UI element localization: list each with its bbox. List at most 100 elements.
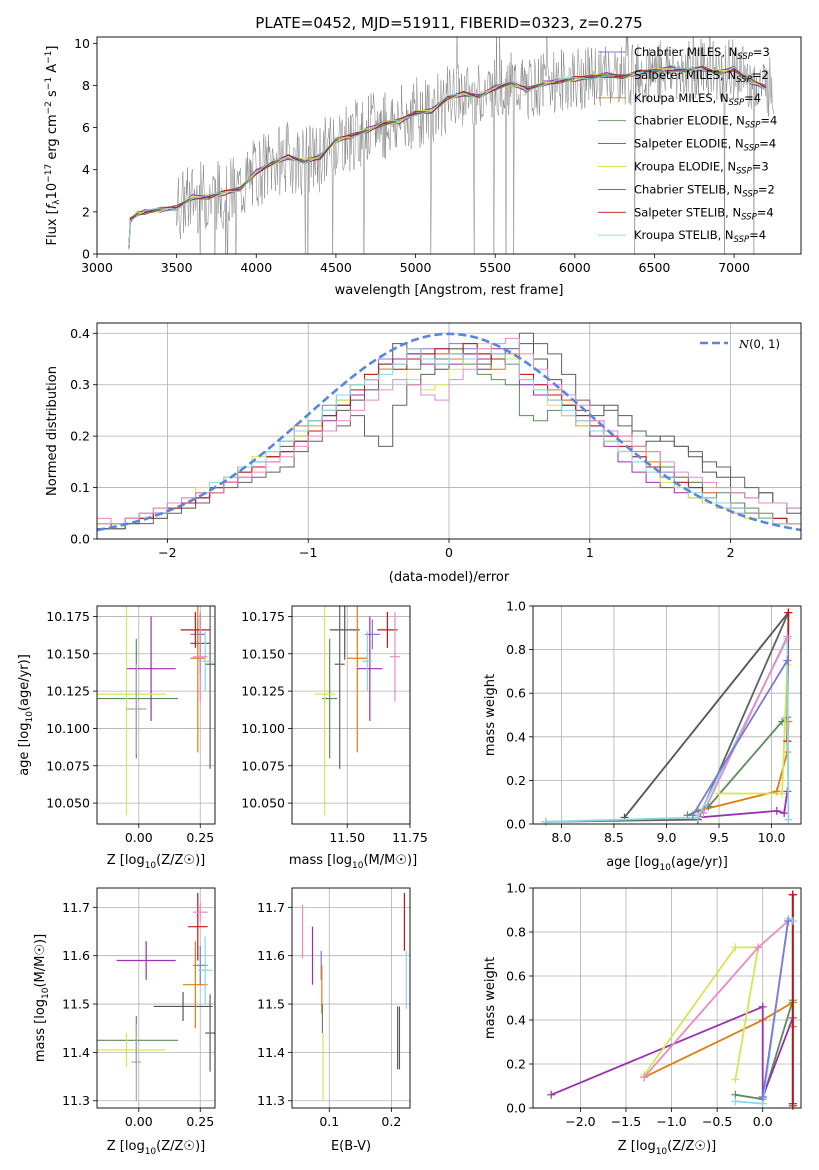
y-tick-label: 10.100 <box>241 721 285 736</box>
y-tick-label: 0 <box>82 247 90 262</box>
errorbar-point <box>377 611 398 648</box>
y-axis-label: Normed distribution <box>45 366 60 496</box>
y-tick-label: 8 <box>82 78 90 93</box>
x-axis-label: age [log10(age/yr)] <box>606 855 728 873</box>
x-tick-label: 0.25 <box>186 830 214 845</box>
axes-frame <box>96 36 802 255</box>
y-tick-label: 0.2 <box>506 773 526 788</box>
histogram-step-8 <box>97 348 801 525</box>
x-tick-label: 3500 <box>161 260 193 275</box>
x-tick-label: 0.2 <box>381 1114 401 1129</box>
y-tick-label: 4 <box>82 162 90 177</box>
y-tick-label: 10.075 <box>46 758 90 773</box>
y-axis-label: mass [log10(M/M☉)] <box>33 934 51 1062</box>
y-tick-label: 11.5 <box>257 997 285 1012</box>
gaussian-curve <box>97 332 801 532</box>
weight-marker <box>699 809 708 818</box>
errorbar-point <box>183 941 208 1029</box>
weight-marker <box>758 1093 767 1101</box>
y-tick-label: 0.3 <box>70 377 90 392</box>
x-tick-label: 4000 <box>240 260 272 275</box>
weight-series-line-9 <box>691 660 789 816</box>
histogram-step-9 <box>97 337 801 525</box>
y-tick-label: 11.5 <box>62 997 90 1012</box>
y-tick-label: 1.0 <box>506 881 526 896</box>
x-tick-label: 4500 <box>320 260 352 275</box>
legend-entry: N(0, 1) <box>738 337 780 351</box>
panel-residuals: −2 −1 0 1 2 0.0 0.1 0.2 0.3 0.4 N(0, 1) (data-model… <box>45 322 802 585</box>
x-tick-label: 6500 <box>639 260 671 275</box>
y-tick-label: 1.0 <box>506 599 526 614</box>
y-tick-label: 0.0 <box>506 817 526 832</box>
x-tick-label: 11.50 <box>329 830 365 845</box>
model-line-kroupa-stelib <box>128 66 767 246</box>
errorbar-point <box>389 611 400 702</box>
errorbar-point <box>131 1023 142 1101</box>
panel-spectrum: 3000 3500 4000 4500 5000 5500 6000 6500 7000 0 2 4 6… <box>44 36 802 298</box>
weight-marker <box>715 789 724 798</box>
weight-marker <box>784 917 793 925</box>
legend-entry: Salpeter ELODIE, NSSP=4 <box>634 137 776 154</box>
errorbar-point <box>205 994 215 1072</box>
weight-marker <box>694 813 703 822</box>
y-tick-label: 11.3 <box>257 1093 285 1108</box>
x-tick-label: 8.0 <box>551 830 571 845</box>
y-tick-label: 10.125 <box>46 684 90 699</box>
legend-entry: Kroupa ELODIE, NSSP=3 <box>634 160 769 177</box>
weight-marker <box>783 632 792 641</box>
weight-series-line-7 <box>545 638 790 823</box>
y-tick-label: 0.2 <box>70 429 90 444</box>
y-axis-label: mass weight <box>483 674 498 756</box>
y-axis-label: mass weight <box>483 957 498 1039</box>
x-tick-label: 1 <box>586 545 594 560</box>
weight-marker <box>783 656 792 665</box>
model-line-salpeter-elodie <box>128 66 767 250</box>
x-axis-label: Z [log10(Z/Z☉)] <box>107 1139 205 1157</box>
weight-series-line-8 <box>702 636 789 814</box>
y-tick-label: 11.7 <box>257 900 285 915</box>
x-axis-label: E(B-V) <box>331 1139 371 1154</box>
spectrum-data-line <box>128 37 774 254</box>
errorbar-point <box>357 616 383 721</box>
y-tick-label: 10.175 <box>46 609 90 624</box>
errorbar-point <box>97 1033 166 1067</box>
y-tick-label: 0.4 <box>506 1013 526 1028</box>
weight-marker <box>754 943 763 952</box>
legend-entry: Salpeter MILES, NSSP=2 <box>634 68 769 85</box>
weight-marker <box>784 815 793 824</box>
errorbar-point <box>334 606 345 769</box>
errorbar-point <box>116 941 176 980</box>
x-tick-label: 0.0 <box>753 1114 773 1129</box>
axes-frame <box>532 605 802 825</box>
x-tick-label: −1.5 <box>611 1114 641 1129</box>
y-tick-label: 0.0 <box>506 1101 526 1116</box>
y-tick-label: 10.125 <box>241 684 285 699</box>
weight-series-line-9 <box>761 920 790 1098</box>
x-tick-label: −2.0 <box>565 1114 595 1129</box>
y-tick-label: 10.050 <box>241 796 285 811</box>
legend-entry: Kroupa MILES, NSSP=4 <box>634 91 761 108</box>
weight-marker <box>731 1075 740 1084</box>
y-axis-label: age [log10(age/yr)] <box>17 654 35 776</box>
y-tick-label: 10.100 <box>46 721 90 736</box>
errorbar-point <box>126 616 176 721</box>
x-tick-label: −1 <box>299 545 317 560</box>
weight-series-line-3 <box>550 1005 794 1098</box>
x-axis-label: Z [log10(Z/Z☉)] <box>107 853 205 871</box>
x-tick-label: −2 <box>158 545 176 560</box>
x-tick-label: 0.00 <box>125 830 153 845</box>
errorbar-point <box>180 611 211 648</box>
legend-entry: Chabrier ELODIE, NSSP=4 <box>634 114 777 131</box>
errorbar-point <box>329 606 360 660</box>
y-tick-label: 11.4 <box>62 1045 90 1060</box>
y-tick-label: 10 <box>74 36 90 51</box>
x-tick-label: 10.0 <box>758 830 786 845</box>
errorbar-point <box>197 936 213 1005</box>
y-tick-label: 10.150 <box>46 646 90 661</box>
axes-frame <box>96 887 216 1109</box>
y-tick-label: 10.075 <box>241 758 285 773</box>
errorbar-point <box>205 606 215 769</box>
weight-marker <box>758 1002 767 1011</box>
y-tick-label: 0.1 <box>70 480 90 495</box>
errorbar-point <box>153 991 213 1021</box>
